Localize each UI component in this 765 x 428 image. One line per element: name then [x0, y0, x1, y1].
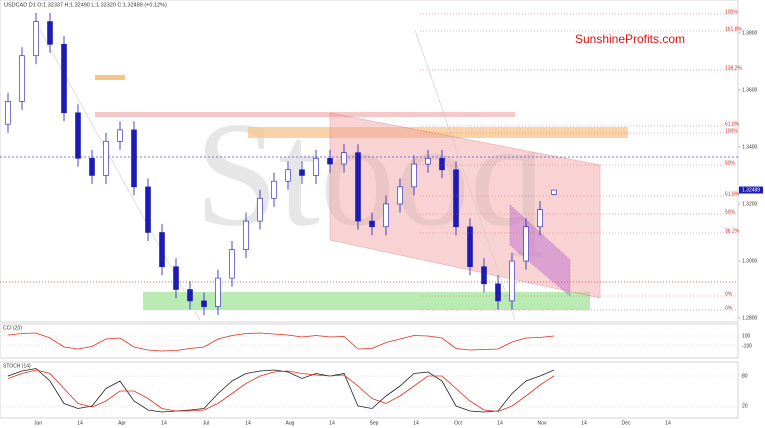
stoch-pane [0, 361, 739, 419]
y-tick-label: 80 [742, 373, 748, 379]
fib-label: 61.8% [725, 191, 740, 197]
pane-title: STOCH (14) [3, 363, 31, 369]
x-tick-label: Jun [34, 420, 42, 426]
candle-body [285, 169, 291, 182]
fib-label: 61.8% [725, 121, 740, 127]
x-tick-label: 14 [77, 420, 83, 426]
candle-body [271, 180, 277, 199]
candle-body [103, 140, 109, 176]
candle-body [411, 163, 417, 188]
x-tick-label: 14 [581, 420, 587, 426]
candle-body [537, 209, 543, 228]
candle-body [131, 129, 137, 188]
price-tag [739, 186, 763, 194]
candle-body [159, 232, 165, 267]
x-tick-label: 14 [245, 420, 251, 426]
candle-body [33, 21, 39, 57]
candle-body [425, 158, 431, 165]
candle-body [509, 260, 515, 302]
candle-body [187, 289, 193, 302]
candle-body [467, 226, 473, 267]
x-tick-label: Sep [370, 420, 379, 426]
candle-body [215, 277, 221, 307]
y-tick-label: 100 [742, 333, 751, 339]
x-tick-label: 14 [413, 420, 419, 426]
y-tick-label: 1.2800 [742, 315, 758, 321]
candle-body [19, 55, 25, 102]
candle-body [383, 203, 389, 228]
y-tick-label: 1.3000 [742, 258, 758, 264]
candle-body [117, 129, 123, 142]
candle-body [453, 169, 459, 228]
candle-body [355, 152, 361, 222]
fib-label: 0% [725, 291, 733, 297]
fib-label: 138.2% [725, 65, 743, 71]
candle-body [551, 189, 557, 195]
y-tick-label: 1.3600 [742, 87, 758, 93]
price-pane [0, 0, 739, 323]
candle-body [257, 197, 263, 222]
candle-body [75, 112, 81, 159]
y-tick-label: 1.3200 [742, 201, 758, 207]
fib-label: 50% [725, 160, 736, 166]
candle-body [61, 44, 67, 114]
fib-label: 100% [725, 9, 738, 15]
x-tick-label: Nov [538, 420, 547, 426]
resistance-zone [95, 112, 515, 117]
fib-label: 0% [725, 305, 733, 311]
y-tick-label: 20 [742, 403, 748, 409]
x-tick-label: 14 [665, 420, 671, 426]
y-tick-label: -100 [742, 343, 752, 349]
x-tick-label: 14 [497, 420, 503, 426]
watermark: Stooq [195, 91, 545, 257]
candle-body [5, 101, 11, 125]
fib-label: 38.2% [725, 228, 740, 234]
x-tick-label: 14 [329, 420, 335, 426]
trend-line [414, 29, 516, 321]
candle-body [369, 220, 375, 228]
candle-body [89, 158, 95, 176]
candle-body [397, 186, 403, 205]
indicator-line [7, 332, 555, 352]
indicator-line [7, 369, 555, 412]
price-tag-label: 1.32489 [742, 187, 760, 193]
x-tick-label: Oct [454, 420, 462, 426]
support-zone [143, 292, 590, 310]
candle-body [145, 186, 151, 233]
candle-body [481, 266, 487, 285]
y-tick-label: 1.3800 [742, 30, 758, 36]
fib-label: 50% [725, 209, 736, 215]
candle-body [173, 266, 179, 290]
y-tick-label: 1.3400 [742, 144, 758, 150]
candle-body [313, 158, 319, 176]
brand: SunshineProfits.com [575, 32, 685, 46]
resistance-zone [248, 127, 628, 138]
pane-title: CCI (20) [3, 325, 22, 331]
candle-body [523, 226, 529, 262]
x-tick-label: 14 [161, 420, 167, 426]
cci-pane [0, 323, 739, 359]
candle-body [299, 169, 305, 176]
candle-body [495, 283, 501, 302]
candle-body [201, 300, 207, 307]
fib-label: 161.8% [725, 26, 743, 32]
x-tick-label: Aug [286, 420, 295, 426]
x-tick-label: Apr [118, 420, 126, 426]
x-tick-label: Jul [203, 420, 209, 426]
candle-body [229, 249, 235, 279]
candle-body [341, 152, 347, 165]
candle-body [327, 158, 333, 165]
candle-body [243, 220, 249, 250]
resistance-zone [95, 75, 125, 80]
indicator-line [7, 368, 555, 413]
chart-title: USDCAD D1 O:1.32337 H:1.32490 L:1.32320 … [4, 2, 167, 8]
candle-body [47, 21, 53, 45]
fib-label: 100% [725, 128, 738, 134]
candle-body [439, 158, 445, 171]
x-tick-label: Dec [622, 420, 631, 426]
